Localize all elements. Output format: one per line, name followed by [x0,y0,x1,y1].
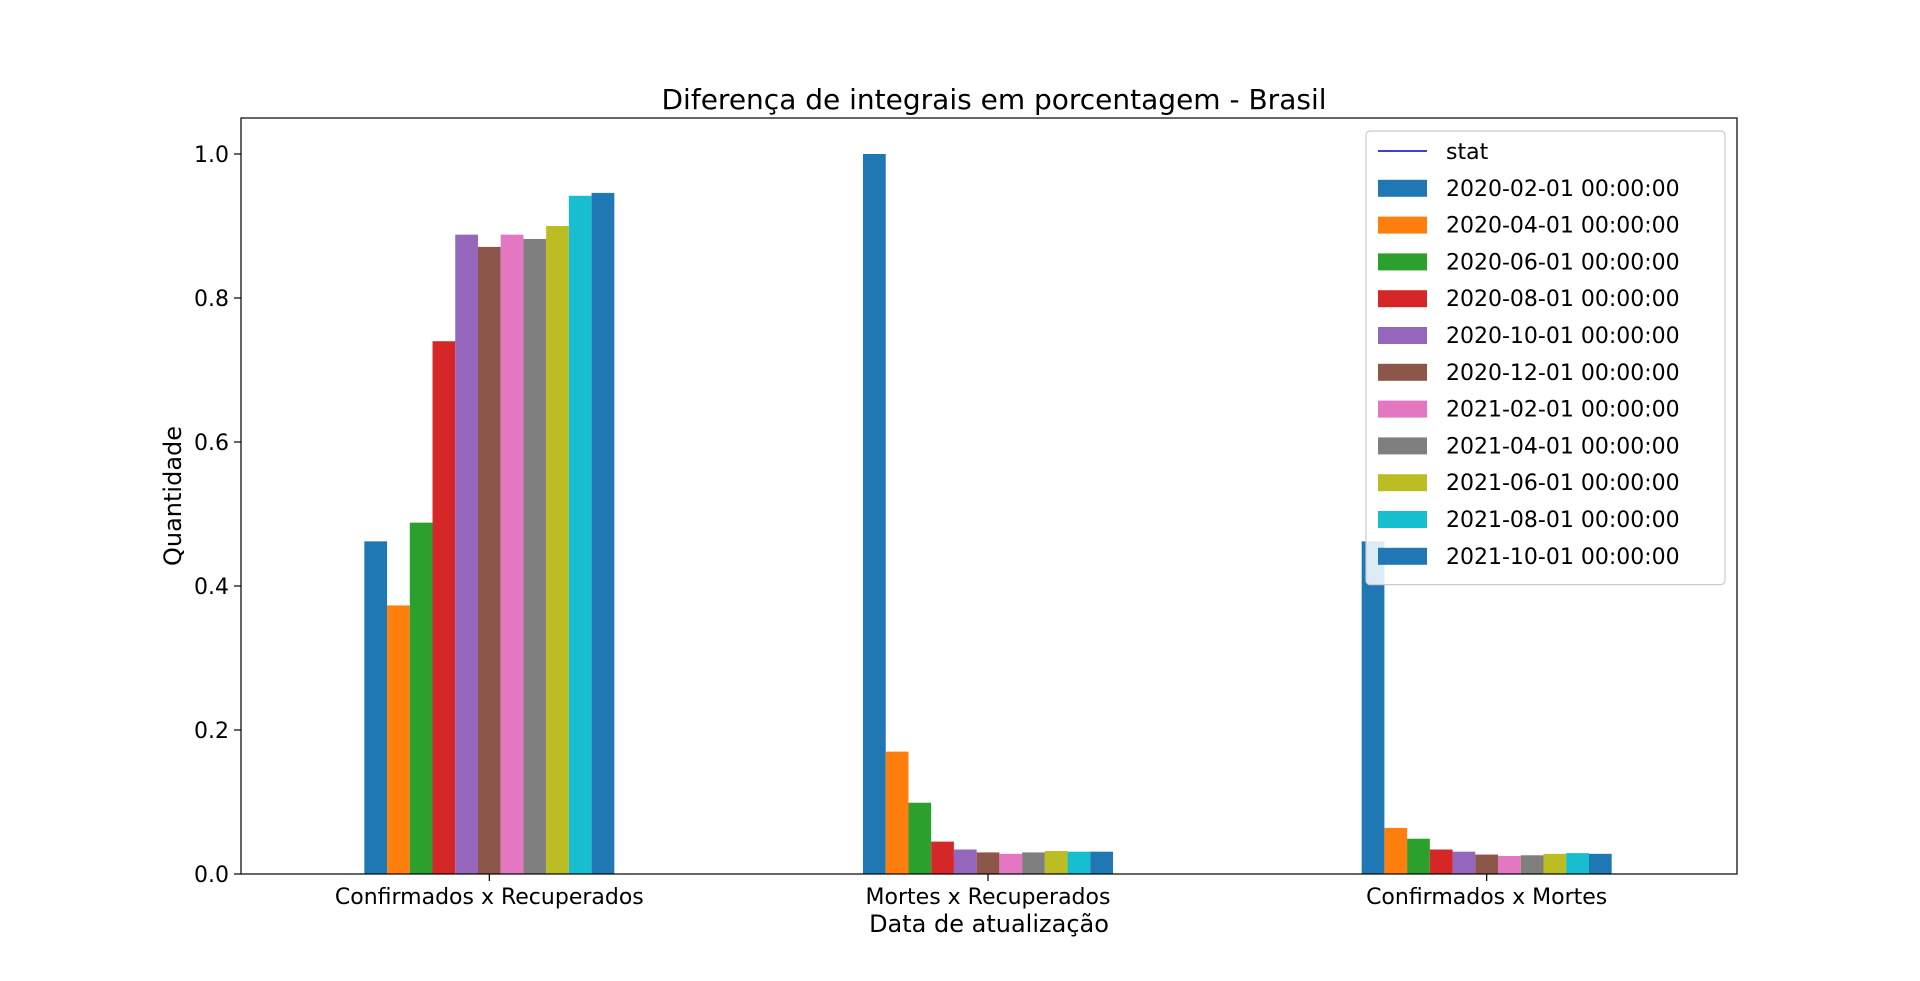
bar-8-3 [1520,855,1544,874]
legend-label: 2020-04-01 00:00:00 [1446,214,1680,239]
bar-7-2 [999,853,1023,874]
bar-11-2 [1090,851,1113,874]
legend-frame [1365,130,1726,586]
bar-6-2 [976,852,1000,874]
legend-swatch [1378,511,1427,528]
x-tick-label: Confirmados x Recuperados [335,885,644,910]
y-axis: 0.0 0.2 0.4 0.6 0.8 1.0 [194,143,241,888]
legend-swatch [1378,253,1427,271]
bar-3-1 [409,522,433,874]
bar-8-1 [523,238,547,874]
bar-7-3 [1498,856,1521,874]
y-tick-label: 1.0 [194,143,229,168]
legend-swatch [1378,437,1427,455]
bar-1-2 [863,154,886,874]
legend-label: 2020-02-01 00:00:00 [1446,177,1680,202]
bar-11-3 [1588,853,1612,874]
bar-3-3 [1407,838,1430,874]
bar-5-2 [953,849,977,874]
bar-1-3 [1361,541,1385,874]
bar-6-3 [1475,854,1499,874]
bar-4-2 [931,841,954,874]
bar-9-2 [1044,850,1068,874]
legend-swatch [1378,290,1427,308]
legend: stat 2020-02-01 00:00:00 2020-04-01 00:00:… [1365,130,1726,586]
legend-swatch [1378,400,1427,418]
y-tick-label: 0.4 [194,575,229,600]
legend-label: 2021-10-01 00:00:00 [1446,545,1680,570]
bar-8-2 [1022,852,1045,874]
bar-9-3 [1543,853,1567,874]
bar-2-3 [1384,827,1408,874]
legend-label: 2021-02-01 00:00:00 [1446,398,1680,423]
legend-label: 2021-04-01 00:00:00 [1446,434,1680,459]
bar-11-1 [591,192,615,874]
x-axis: Confirmados x Recuperados Mortes x Recupe… [335,874,1607,910]
x-axis-label: Data de atualização [869,910,1109,938]
bar-7-1 [500,234,524,874]
bars-layer [364,154,1612,874]
legend-swatch [1378,216,1427,234]
legend-swatch [1378,547,1427,565]
bar-9-1 [546,226,569,874]
bar-3-2 [908,802,932,874]
legend-swatch [1378,179,1427,197]
legend-swatch [1378,327,1427,344]
legend-label: 2021-06-01 00:00:00 [1446,471,1680,496]
bar-4-3 [1429,849,1453,874]
bar-6-1 [477,246,501,874]
bar-5-3 [1452,851,1476,874]
y-tick-label: 0.6 [194,431,229,456]
bar-10-2 [1067,851,1091,874]
bar-2-2 [885,751,909,874]
x-tick-label: Confirmados x Mortes [1366,885,1607,910]
legend-label: 2020-08-01 00:00:00 [1446,287,1680,312]
y-tick-label: 0.8 [194,287,229,312]
plot-frame [240,117,1738,875]
y-axis-label: Quantidade [159,426,187,566]
bar-2-1 [387,605,410,874]
bar-10-3 [1566,853,1589,874]
legend-swatch [1378,474,1427,492]
x-tick-label: Mortes x Recuperados [866,885,1111,910]
bar-1-1 [364,541,388,874]
bar-5-1 [455,234,478,874]
legend-label: 2020-12-01 00:00:00 [1446,361,1680,386]
legend-label: 2020-06-01 00:00:00 [1446,250,1680,275]
bar-4-1 [432,341,456,874]
legend-label: 2020-10-01 00:00:00 [1446,324,1680,349]
y-tick-label: 0.0 [194,863,229,888]
legend-swatch [1378,363,1427,381]
y-tick-label: 0.2 [194,719,229,744]
legend-label: stat [1446,140,1489,165]
bar-10-1 [568,195,592,874]
legend-label: 2021-08-01 00:00:00 [1446,508,1680,533]
chart-title: Diferença de integrais em porcentagem - … [662,83,1327,116]
